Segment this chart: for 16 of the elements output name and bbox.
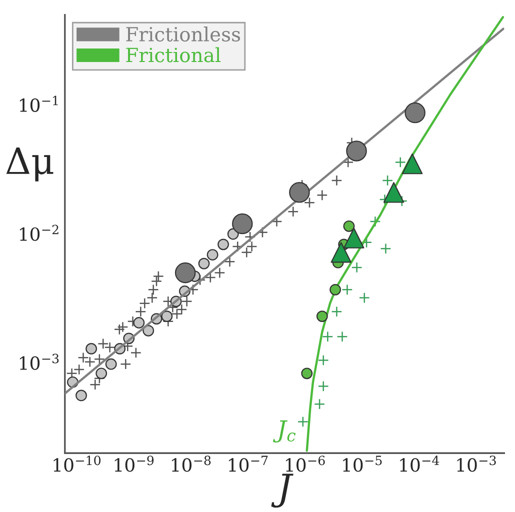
legend-label: Frictionless [126,26,240,42]
y-tick-label: 10$^{−2}$ [20,224,58,241]
x-tick-label: 10$^{−7}$ [228,456,268,472]
x-tick-label: 10$^{−6}$ [286,456,325,472]
y-axis-title: Δμ [6,148,54,182]
legend-label: Frictional [126,47,221,62]
annotation: J$_{c}$ [272,420,296,443]
x-axis-title: J [271,474,294,508]
x-tick-label: 10$^{−8}$ [172,456,211,472]
y-tick-label: 10$^{−1}$ [20,96,58,112]
x-tick-label: 10$^{−3}$ [457,456,496,472]
x-tick-label: 10$^{−5}$ [343,456,382,472]
x-tick-label: 10$^{−10}$ [54,456,101,472]
y-tick-label: 10$^{−3}$ [20,354,59,370]
x-tick-label: 10$^{−9}$ [114,456,154,472]
x-tick-label: 10$^{−4}$ [400,456,440,472]
